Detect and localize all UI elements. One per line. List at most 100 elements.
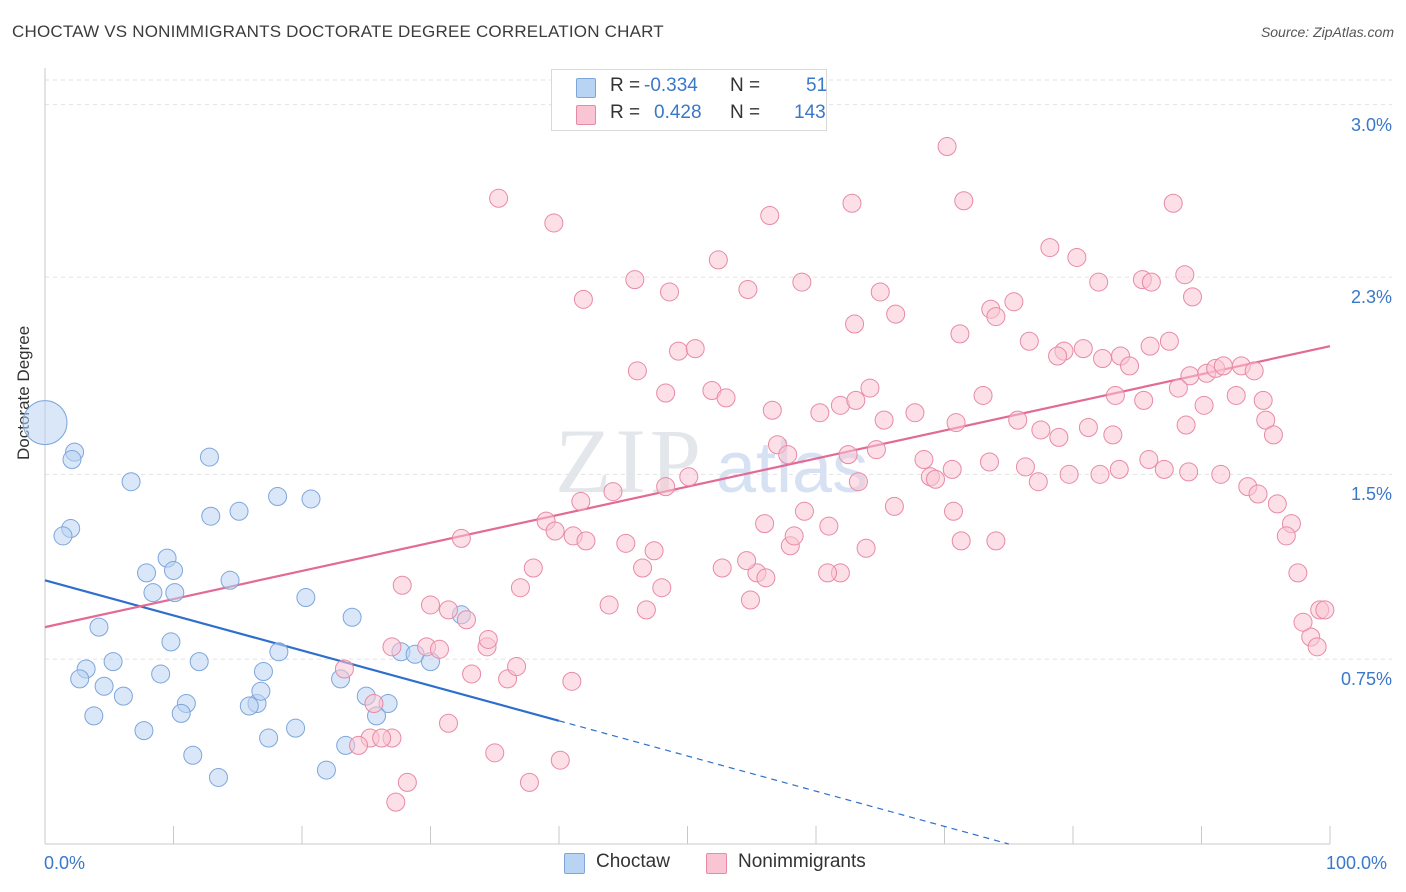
data-point [1276,526,1296,546]
data-point [259,728,279,748]
data-point [636,600,656,620]
data-point [1134,390,1154,410]
data-point [755,514,775,534]
data-point [70,669,90,689]
legend-swatch-choctaw [576,78,596,98]
data-point [986,307,1006,327]
data-point [489,188,509,208]
data-point [1253,390,1273,410]
data-point [1175,265,1195,285]
data-point [842,193,862,213]
data-point [485,743,505,763]
data-point [94,676,114,696]
data-point [740,590,760,610]
data-point [979,452,999,472]
data-point [62,450,82,470]
data-point [1031,420,1051,440]
data-point [1040,238,1060,258]
data-point [382,637,402,657]
data-point [1028,472,1048,492]
data-point [1183,287,1203,307]
data-point [818,563,838,583]
data-point [792,272,812,292]
data-point [708,250,728,270]
data-point [523,558,543,578]
x-tick-label-min: 0.0% [44,853,86,873]
legend-r-value: 0.428 [654,102,702,123]
data-point [1315,600,1335,620]
data-point [429,639,449,659]
data-point [1163,193,1183,213]
data-point [229,501,249,521]
data-point [334,659,354,679]
data-point [778,445,798,465]
data-point [253,661,273,681]
data-point [848,472,868,492]
data-point [1078,417,1098,437]
legend-swatch-choctaw [564,853,585,874]
data-point [986,531,1006,551]
data-point [220,570,240,590]
data-point [239,696,259,716]
data-point [599,595,619,615]
data-point [1059,464,1079,484]
data-point [438,713,458,733]
data-point [656,383,676,403]
data-point [199,447,219,467]
data-point [571,491,591,511]
data-point [756,568,776,588]
data-point [386,792,406,812]
data-point [870,282,890,302]
data-point [1288,563,1308,583]
data-point [644,541,664,561]
data-point [53,526,73,546]
data-point [189,652,209,672]
data-point [1019,331,1039,351]
data-point [926,469,946,489]
data-point [421,595,440,615]
data-point [208,767,228,787]
data-point [950,324,970,344]
legend-r-value: -0.334 [644,75,698,96]
legend-r-label: R = [610,75,641,96]
data-point [1140,336,1160,356]
data-point [519,772,539,792]
data-point [507,657,527,677]
data-point [712,558,732,578]
data-point [819,516,839,536]
data-point [89,617,109,637]
data-point [478,629,498,649]
data-point [456,610,476,630]
data-point [860,378,880,398]
data-point [937,137,957,157]
y-tick-label: 1.5% [1350,484,1392,505]
legend-label-choctaw: Choctaw [596,851,670,872]
data-point [1139,450,1159,470]
data-point [625,270,645,290]
data-point [886,304,906,324]
legend-r-label: R = [610,102,641,123]
data-point [603,482,623,502]
data-point [1048,346,1068,366]
data-point [201,506,221,526]
data-point [451,528,471,548]
legend-n-label: N = [730,102,761,123]
watermark: ZIP atlas [555,410,868,512]
data-point [286,718,306,738]
data-point [1168,378,1188,398]
data-point [856,538,876,558]
data-point [137,563,157,583]
data-point [1015,457,1035,477]
data-point [1120,356,1140,376]
data-point [942,459,962,479]
data-point [1073,339,1093,359]
data-point [251,681,271,701]
data-point [268,487,288,507]
data-point [103,652,123,672]
data-point [296,588,316,608]
legend-label-nonimmigrants: Nonimmigrants [738,851,866,872]
data-point [1213,356,1233,376]
data-point [1103,425,1123,445]
chart-title: CHOCTAW VS NONIMMIGRANTS DOCTORATE DEGRE… [12,22,664,41]
data-point [616,533,636,553]
